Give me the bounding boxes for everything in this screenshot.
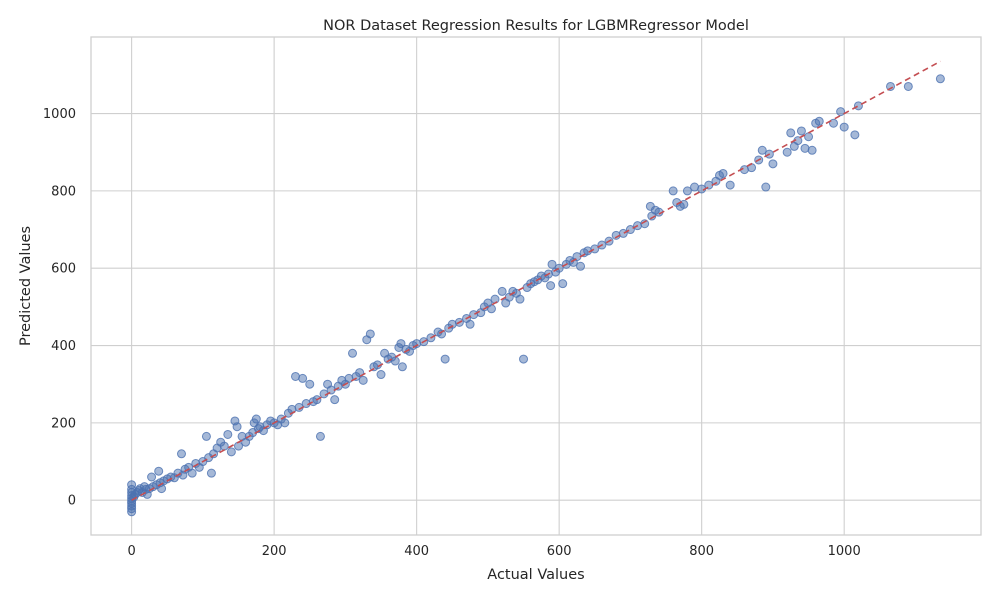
chart-title: NOR Dataset Regression Results for LGBMR… [323, 18, 749, 34]
data-point [786, 128, 796, 138]
data-point [668, 186, 678, 196]
data-point [390, 356, 400, 366]
data-point [853, 101, 863, 111]
data-point [147, 472, 157, 482]
data-point [223, 429, 233, 439]
data-point [219, 441, 229, 451]
x-tick-label: 1000 [828, 544, 861, 559]
data-point [515, 294, 525, 304]
x-axis-ticks: 0 200 400 600 800 1000 [127, 544, 860, 559]
data-point [718, 168, 728, 178]
data-point [497, 286, 507, 296]
y-tick-label: 600 [51, 262, 76, 277]
data-point [315, 431, 325, 441]
data-point [850, 130, 860, 140]
data-point [804, 132, 814, 142]
data-point [519, 354, 529, 364]
reference-line [131, 60, 941, 501]
data-point [618, 228, 628, 238]
data-point [903, 81, 913, 91]
data-point [226, 447, 236, 457]
y-tick-label: 800 [51, 184, 76, 199]
data-point [836, 107, 846, 117]
data-point [546, 281, 556, 291]
data-point [232, 422, 242, 432]
data-point [558, 279, 568, 289]
data-point [358, 375, 368, 385]
data-point [547, 259, 557, 269]
plot-area-frame [90, 36, 982, 536]
data-point [839, 122, 849, 132]
grid-lines [91, 37, 981, 535]
y-tick-label: 1000 [43, 107, 76, 122]
x-tick-label: 600 [547, 544, 572, 559]
data-point [576, 261, 586, 271]
x-tick-label: 800 [689, 544, 714, 559]
data-point [305, 379, 315, 389]
data-point [682, 186, 692, 196]
x-tick-label: 400 [404, 544, 429, 559]
data-point [554, 263, 564, 273]
data-point [437, 329, 447, 339]
data-point [176, 449, 186, 459]
data-point [935, 74, 945, 84]
data-point [397, 362, 407, 372]
data-point [768, 159, 778, 169]
data-point [625, 225, 635, 235]
data-point [201, 431, 211, 441]
scatter-points [127, 74, 945, 517]
data-point [886, 81, 896, 91]
data-point [807, 145, 817, 155]
data-point [348, 348, 358, 358]
data-point [486, 304, 496, 314]
data-point [154, 466, 164, 476]
y-tick-label: 200 [51, 416, 76, 431]
data-point [127, 480, 137, 490]
data-point [465, 319, 475, 329]
data-point [640, 219, 650, 229]
data-point [330, 395, 340, 405]
y-axis-label: Predicted Values [18, 226, 34, 346]
data-point [796, 126, 806, 136]
data-point [280, 418, 290, 428]
data-point [251, 414, 261, 424]
data-point [365, 329, 375, 339]
y-tick-label: 400 [51, 339, 76, 354]
data-point [376, 370, 386, 380]
data-point [206, 468, 216, 478]
data-point [782, 147, 792, 157]
x-tick-label: 200 [262, 544, 287, 559]
x-tick-label: 0 [127, 544, 135, 559]
data-point [187, 468, 197, 478]
x-axis-label: Actual Values [487, 567, 584, 583]
data-point [396, 339, 406, 349]
data-point [490, 294, 500, 304]
data-point [440, 354, 450, 364]
data-point [298, 373, 308, 383]
data-point [761, 182, 771, 192]
y-axis-ticks: 0 200 400 600 800 1000 [43, 107, 76, 509]
y-tick-label: 0 [68, 494, 76, 509]
data-point [814, 116, 824, 126]
data-point [725, 180, 735, 190]
data-point [757, 145, 767, 155]
data-point [590, 244, 600, 254]
